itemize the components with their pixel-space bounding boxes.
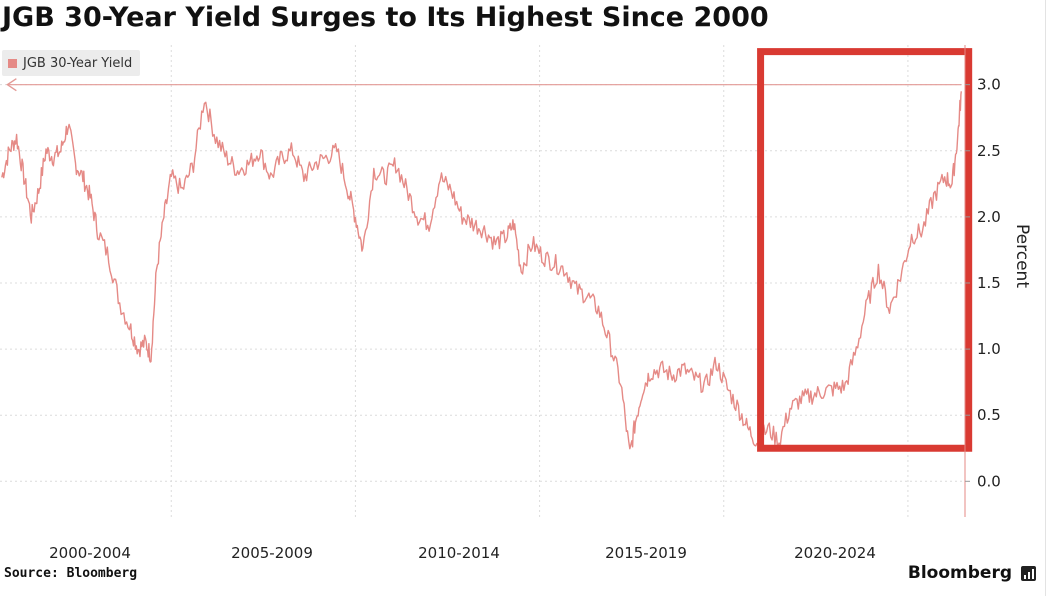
arrow-head-icon bbox=[6, 78, 17, 92]
brand-wordmark: Bloomberg bbox=[907, 563, 1012, 583]
y-tick-label: 2.0 bbox=[977, 208, 1001, 226]
annotation-layer bbox=[6, 48, 973, 452]
legend-label: JGB 30-Year Yield bbox=[23, 55, 133, 71]
chart-title: JGB 30-Year Yield Surges to Its Highest … bbox=[2, 2, 769, 33]
y-tick-label: 2.5 bbox=[977, 142, 1001, 160]
gridlines bbox=[0, 45, 965, 517]
x-tick-label: 2015-2019 bbox=[605, 544, 687, 562]
y-axis: 0.0 0.5 1.0 1.5 2.0 2.5 3.0 Percent bbox=[964, 45, 1032, 517]
y-tick-label: 1.0 bbox=[977, 340, 1001, 358]
source-note: Source: Bloomberg bbox=[4, 566, 138, 581]
x-tick-label: 2005-2009 bbox=[231, 544, 313, 562]
y-tick-label: 0.0 bbox=[977, 472, 1001, 490]
x-tick-label: 2000-2004 bbox=[49, 544, 131, 562]
y-tick-label: 0.5 bbox=[977, 406, 1001, 424]
x-tick-label: 2020-2024 bbox=[794, 544, 876, 562]
legend-swatch-icon bbox=[8, 58, 17, 68]
y-axis-label: Percent bbox=[1012, 224, 1032, 288]
x-axis: 2000-2004 2005-2009 2010-2014 2015-2019 2020… bbox=[49, 544, 876, 562]
x-tick-label: 2010-2014 bbox=[418, 544, 500, 562]
y-tick-label: 1.5 bbox=[977, 274, 1001, 292]
chart-legend: JGB 30-Year Yield bbox=[2, 50, 141, 76]
highlight-box bbox=[757, 48, 973, 452]
series-line bbox=[1, 91, 962, 450]
y-tick-label: 3.0 bbox=[977, 76, 1001, 94]
yield-line bbox=[1, 91, 962, 450]
bloomberg-terminal-icon bbox=[1021, 566, 1036, 581]
